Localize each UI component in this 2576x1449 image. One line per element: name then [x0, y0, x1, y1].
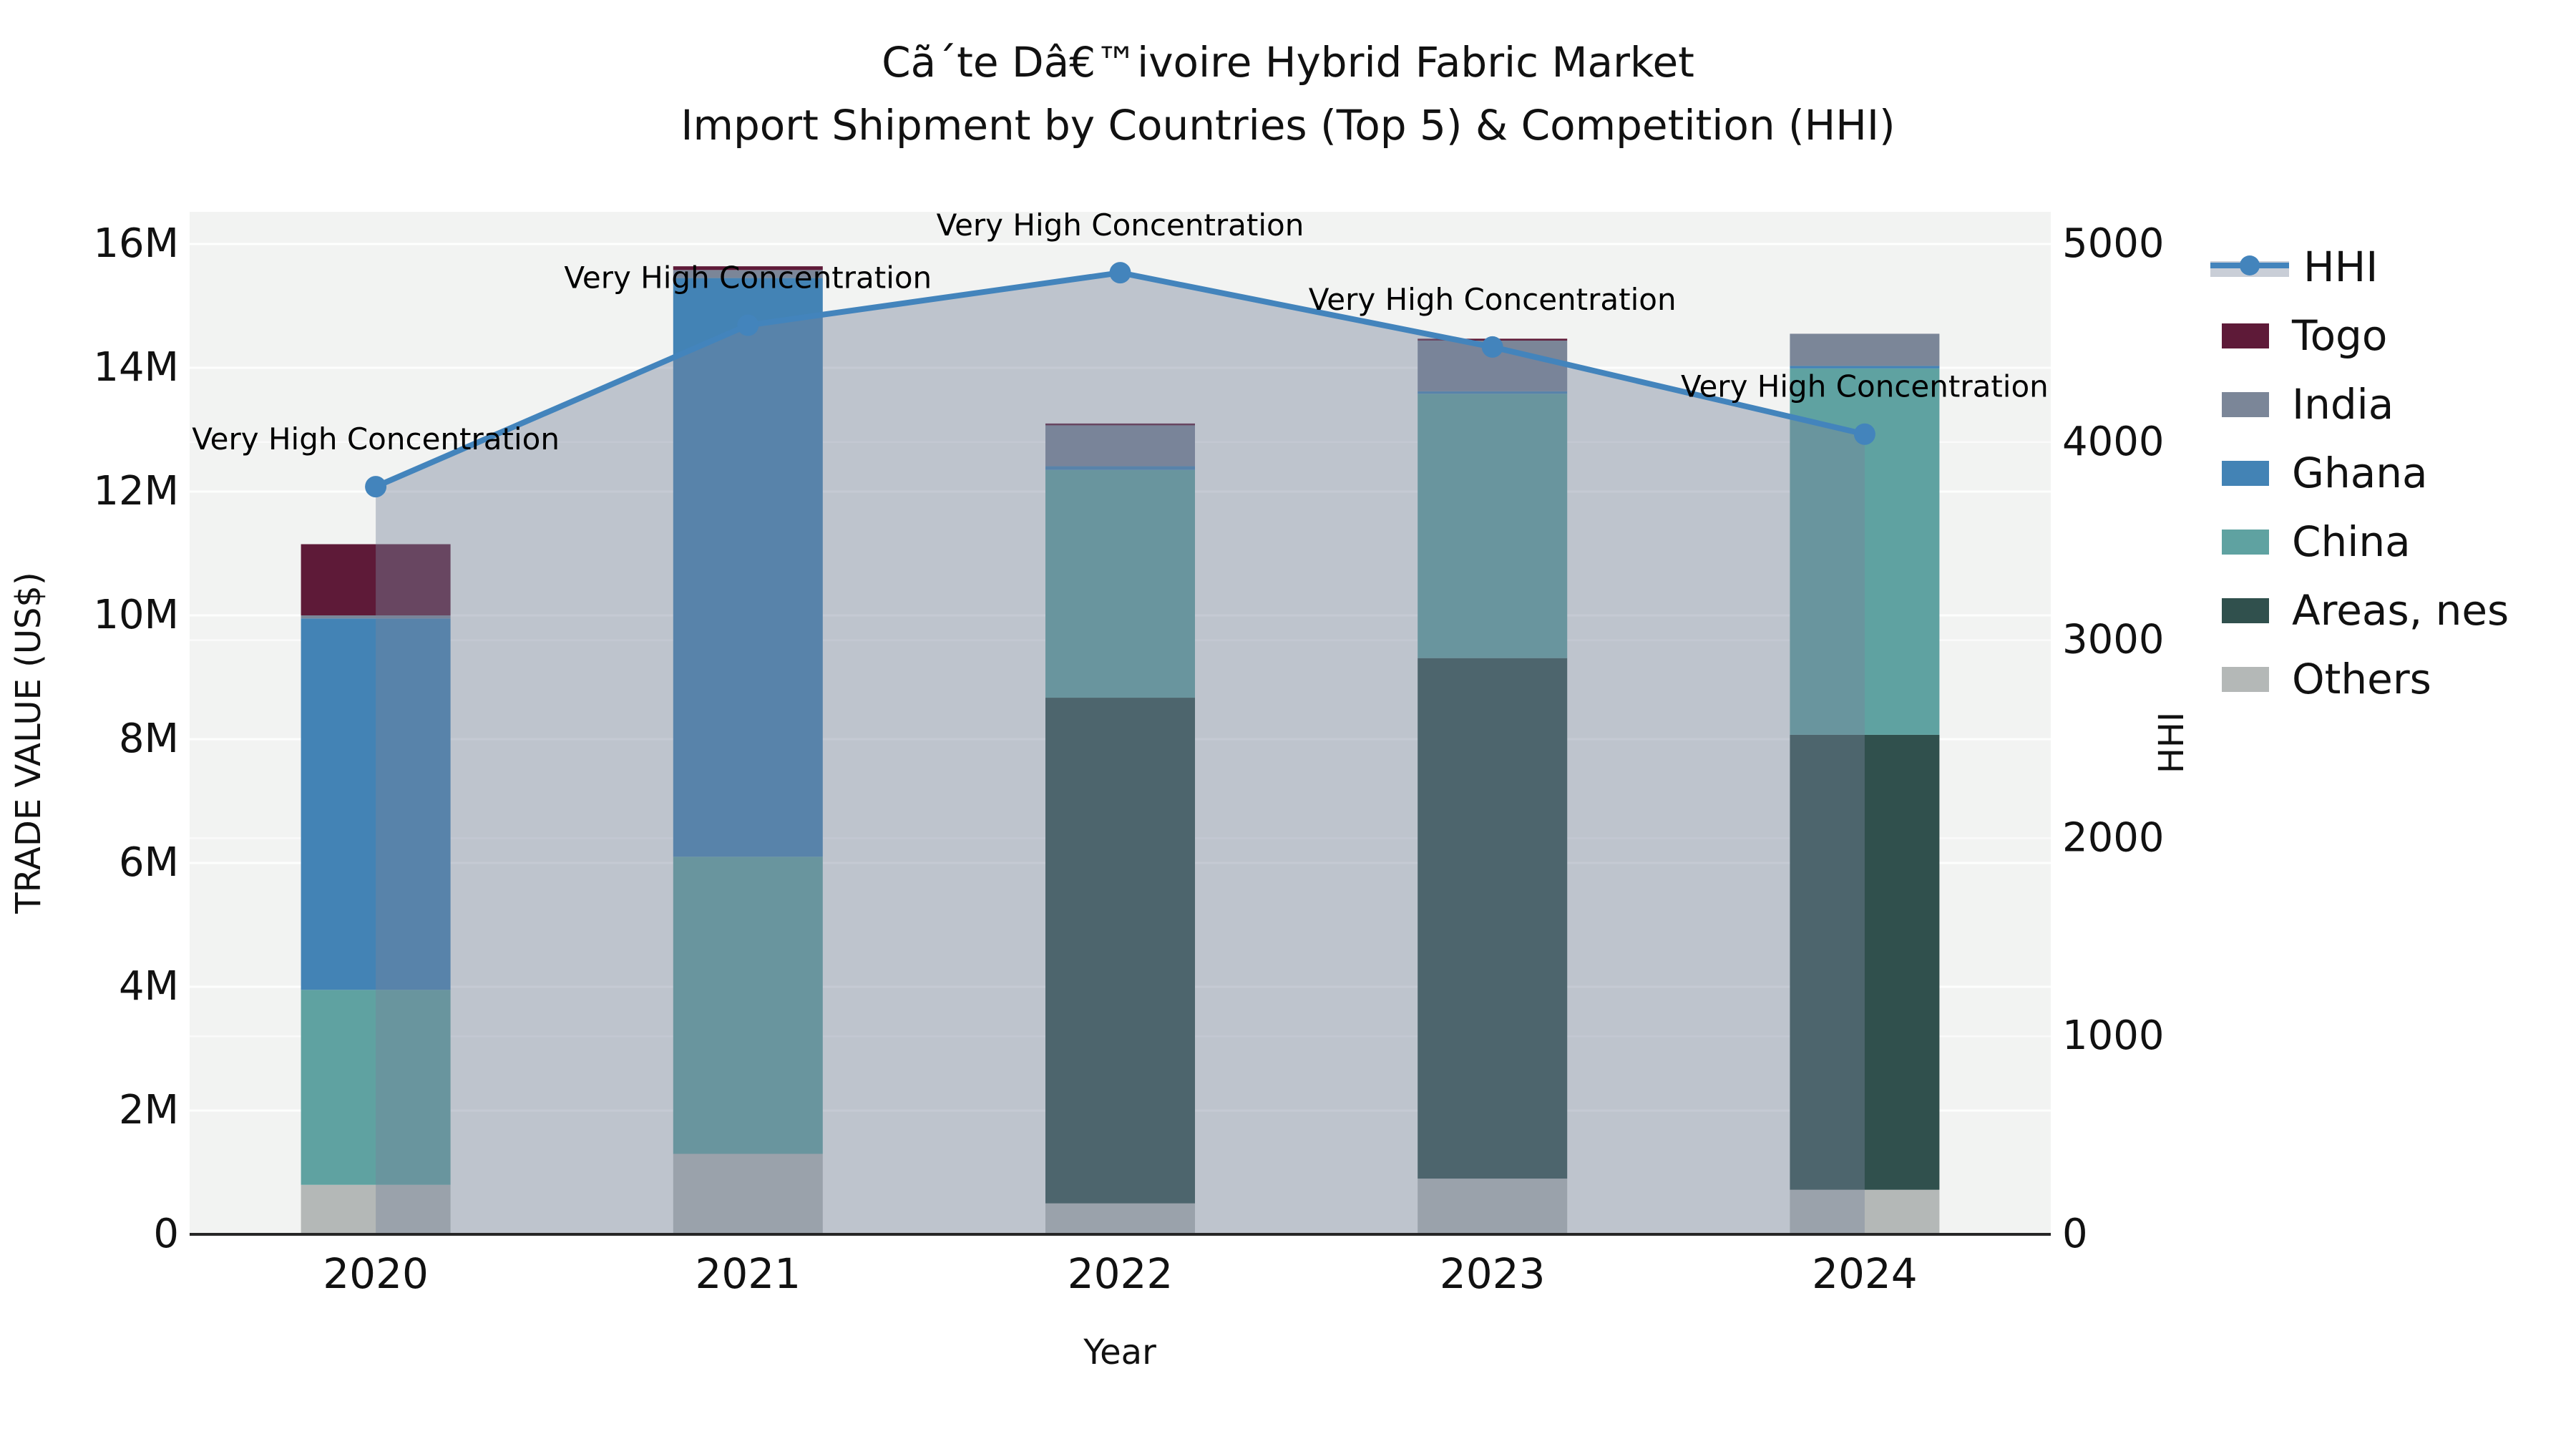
legend-item-others: Others	[2222, 645, 2509, 713]
left-tick-label: 4M	[119, 963, 179, 1010]
bar-segment-ghana-2020	[301, 618, 451, 990]
hhi-marker-2023	[1481, 336, 1503, 358]
hhi-area-fill	[376, 273, 1865, 1234]
left-tick-label: 10M	[93, 592, 179, 638]
x-tick-label-2021: 2021	[695, 1249, 801, 1298]
right-tick-label: 5000	[2062, 220, 2165, 267]
hhi-marker-2021	[737, 314, 759, 336]
bar-segment-india-2024	[1790, 333, 1940, 366]
bar-segment-ghana-2022	[1045, 466, 1195, 470]
bar-segment-others-2024	[1790, 1189, 1940, 1234]
left-axis-title: TRADE VALUE (US$)	[9, 572, 49, 914]
bar-segment-ghana-2024	[1790, 366, 1940, 369]
left-tick-label: 16M	[93, 220, 179, 267]
right-tick-label: 1000	[2062, 1013, 2165, 1059]
legend: HHI Togo India Ghana China Areas, nes Others	[2210, 233, 2509, 713]
chart-title: Cã´te Dâ€™ivoire Hybrid Fabric Market	[882, 38, 1694, 87]
legend-swatch	[2222, 323, 2269, 348]
hhi-marker-2022	[1109, 262, 1131, 284]
legend-item-india: India	[2222, 370, 2509, 439]
legend-label: Areas, nes	[2292, 586, 2509, 635]
legend-label: Togo	[2292, 311, 2388, 360]
legend-label: China	[2292, 517, 2411, 566]
legend-label: Others	[2292, 655, 2431, 703]
legend-hhi-line-swatch	[2210, 253, 2289, 281]
legend-swatch	[2222, 391, 2269, 417]
bar-segment-china-2021	[673, 857, 823, 1154]
legend-item-areas-nes: Areas, nes	[2222, 576, 2509, 645]
annotation-2022: Very High Concentration	[937, 208, 1304, 243]
right-tick-label: 0	[2062, 1211, 2088, 1257]
left-tick-label: 6M	[119, 839, 179, 886]
annotation-2023: Very High Concentration	[1309, 282, 1677, 317]
bar-segment-china-2020	[301, 990, 451, 1185]
x-tick-label-2020: 2020	[323, 1249, 429, 1298]
bar-segment-ghana-2023	[1418, 391, 1568, 394]
legend-item-hhi: HHI	[2210, 233, 2509, 301]
chart-subtitle: Import Shipment by Countries (Top 5) & C…	[680, 101, 1896, 150]
title-block: Cã´te Dâ€™ivoire Hybrid Fabric Market Im…	[0, 42, 2576, 146]
hhi-marker-2020	[365, 476, 387, 498]
legend-swatch	[2222, 666, 2269, 692]
left-tick-label: 2M	[119, 1087, 179, 1133]
right-tick-label: 2000	[2062, 814, 2165, 861]
bar-segment-togo-2020	[301, 544, 451, 615]
bar-segment-areas-nes-2023	[1418, 658, 1568, 1179]
legend-swatch	[2222, 529, 2269, 555]
bar-segment-china-2023	[1418, 394, 1568, 658]
left-tick-label: 12M	[93, 468, 179, 514]
left-tick-label: 8M	[119, 716, 179, 762]
annotation-2020: Very High Concentration	[192, 421, 560, 457]
right-tick-label: 4000	[2062, 419, 2165, 465]
bar-segment-areas-nes-2022	[1045, 698, 1195, 1204]
left-tick-label: 14M	[93, 344, 179, 391]
right-tick-label: 3000	[2062, 617, 2165, 663]
bar-segment-others-2022	[1045, 1203, 1195, 1234]
legend-item-togo: Togo	[2222, 301, 2509, 370]
bar-segment-others-2020	[301, 1184, 451, 1234]
x-axis-title: Year	[1083, 1332, 1156, 1372]
bar-segment-togo-2022	[1045, 423, 1195, 426]
legend-label: Ghana	[2292, 449, 2428, 497]
bar-segment-ghana-2021	[673, 278, 823, 857]
legend-label: India	[2292, 380, 2394, 429]
legend-label: HHI	[2303, 243, 2379, 291]
bar-segment-india-2021	[673, 270, 823, 278]
bar-segment-others-2023	[1418, 1179, 1568, 1234]
hhi-marker-2024	[1853, 423, 1875, 445]
left-tick-label: 0	[153, 1211, 179, 1257]
x-tick-label-2024: 2024	[1812, 1249, 1918, 1298]
bar-segment-india-2020	[301, 615, 451, 619]
bar-segment-india-2022	[1045, 425, 1195, 467]
legend-item-china: China	[2222, 507, 2509, 576]
annotation-2021: Very High Concentration	[564, 260, 932, 295]
x-tick-label-2022: 2022	[1068, 1249, 1174, 1298]
x-tick-label-2023: 2023	[1440, 1249, 1546, 1298]
bar-segment-others-2021	[673, 1153, 823, 1234]
bar-segment-areas-nes-2024	[1790, 734, 1940, 1190]
legend-swatch	[2222, 460, 2269, 486]
bar-segment-togo-2021	[673, 266, 823, 270]
right-axis-title: HHI	[2152, 711, 2192, 774]
legend-item-ghana: Ghana	[2222, 439, 2509, 507]
legend-swatch	[2222, 597, 2269, 623]
bar-segment-china-2022	[1045, 469, 1195, 698]
annotation-2024: Very High Concentration	[1681, 369, 2049, 404]
